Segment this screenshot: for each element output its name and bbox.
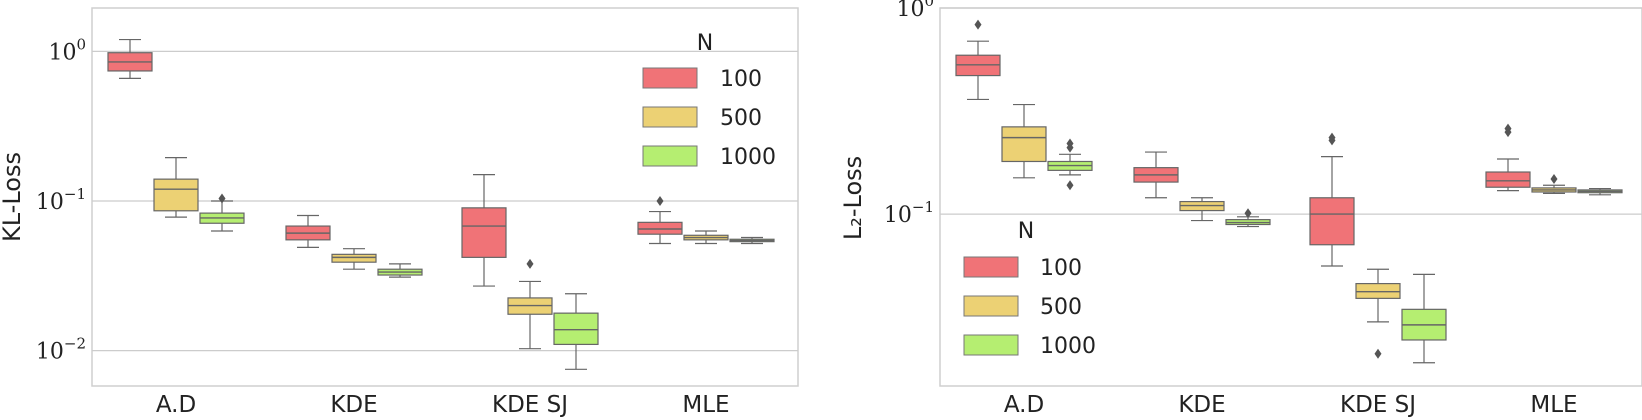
x-category-label: KDE SJ xyxy=(492,392,568,418)
outlier-point xyxy=(974,19,982,30)
box-100 xyxy=(461,207,507,258)
plot-area xyxy=(939,7,1642,387)
y-tick-exponent: −1 xyxy=(64,185,86,203)
legend-swatch xyxy=(963,256,1019,278)
box-500 xyxy=(331,253,377,263)
box-1000 xyxy=(553,312,599,346)
legend-swatch xyxy=(642,145,698,167)
y-tick-base: 10 xyxy=(896,0,924,22)
x-category-label: KDE xyxy=(330,392,377,418)
y-tick-exponent: −1 xyxy=(912,198,934,216)
box-100 xyxy=(637,221,683,235)
x-category-label: MLE xyxy=(1530,392,1577,418)
y-tick-base: 10 xyxy=(884,203,912,228)
y-tick-label: 100 xyxy=(896,0,934,22)
legend-title: N xyxy=(697,31,713,56)
x-category-label: A.D xyxy=(1004,392,1044,418)
y-tick-base: 10 xyxy=(36,190,64,215)
outlier-point xyxy=(1244,208,1252,219)
legend-swatch xyxy=(963,295,1019,317)
outlier-point xyxy=(1066,138,1074,149)
y-axis-label: KL-Loss xyxy=(0,152,26,242)
legend-title: N xyxy=(1018,219,1034,244)
y-tick-label: 100 xyxy=(48,35,86,65)
x-category-label: KDE SJ xyxy=(1340,392,1416,418)
box-100 xyxy=(1309,197,1355,246)
box-500 xyxy=(153,178,199,212)
outlier-point xyxy=(218,193,226,204)
outlier-point xyxy=(1374,348,1382,359)
x-category-label: MLE xyxy=(682,392,729,418)
box-500 xyxy=(1355,282,1401,299)
outlier-point xyxy=(1066,180,1074,191)
y-tick-base: 10 xyxy=(48,40,76,65)
y-tick-label: 10−2 xyxy=(36,335,86,365)
y-tick-base: 10 xyxy=(36,340,64,365)
y-tick-exponent: 0 xyxy=(76,35,86,53)
y-tick-exponent: −2 xyxy=(64,335,86,353)
y-tick-label: 10−1 xyxy=(36,185,86,215)
legend-label: 1000 xyxy=(1040,334,1096,359)
legend-label: 500 xyxy=(1040,295,1082,320)
legend-label: 500 xyxy=(720,106,762,131)
legend-swatch xyxy=(642,106,698,128)
outlier-point xyxy=(656,195,664,206)
box-100 xyxy=(1485,171,1531,188)
outlier-point xyxy=(1550,173,1558,184)
legend-label: 1000 xyxy=(720,145,776,170)
y-tick-label: 10−1 xyxy=(884,198,934,228)
outlier-point xyxy=(526,258,534,269)
x-category-label: A.D xyxy=(156,392,196,418)
legend-label: 100 xyxy=(1040,256,1082,281)
y-tick-exponent: 0 xyxy=(924,0,934,10)
legend-swatch xyxy=(963,334,1019,356)
outlier-point xyxy=(1504,127,1512,138)
outlier-point xyxy=(1328,135,1336,146)
box-500 xyxy=(1001,126,1047,163)
x-category-label: KDE xyxy=(1178,392,1225,418)
y-axis-label: L₂-Loss xyxy=(839,156,867,240)
legend-swatch xyxy=(642,67,698,89)
legend-label: 100 xyxy=(720,67,762,92)
